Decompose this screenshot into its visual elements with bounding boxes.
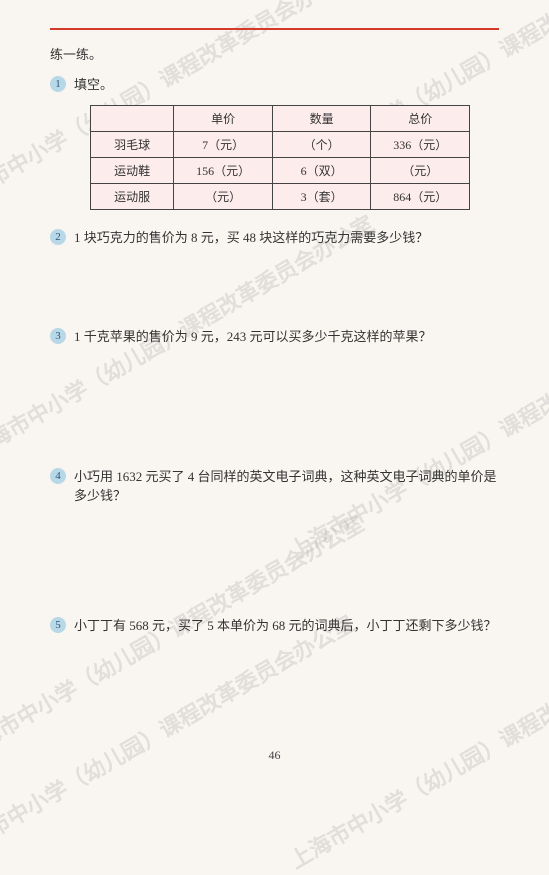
question-number: 1 — [50, 76, 66, 92]
question-text: 小丁丁有 568 元，买了 5 本单价为 68 元的词典后，小丁丁还剩下多少钱？ — [74, 616, 497, 636]
question-2: 2 1 块巧克力的售价为 8 元，买 48 块这样的巧克力需要多少钱？ — [50, 228, 499, 248]
question-text: 小巧用 1632 元买了 4 台同样的英文电子词典，这种英文电子词典的单价是多少… — [74, 467, 499, 506]
section-title: 练一练。 — [50, 44, 499, 63]
table-cell-total: 336（元） — [371, 131, 470, 157]
table-header-quantity: 数量 — [272, 105, 371, 131]
question-1: 1 填空。 — [50, 75, 499, 95]
page-content: 练一练。 1 填空。 单价 数量 总价 羽毛球 7（元） （个） 336（元） … — [0, 0, 549, 665]
top-rule — [50, 28, 499, 30]
question-number: 4 — [50, 468, 66, 484]
question-text: 1 千克苹果的售价为 9 元，243 元可以买多少千克这样的苹果？ — [74, 327, 432, 347]
fill-table: 单价 数量 总价 羽毛球 7（元） （个） 336（元） 运动鞋 156（元） … — [90, 105, 470, 210]
table-row: 运动服 （元） 3（套） 864（元） — [91, 183, 470, 209]
table-header-blank — [91, 105, 174, 131]
table-header-row: 单价 数量 总价 — [91, 105, 470, 131]
question-4: 4 小巧用 1632 元买了 4 台同样的英文电子词典，这种英文电子词典的单价是… — [50, 467, 499, 506]
table-cell-label: 运动鞋 — [91, 157, 174, 183]
table-row: 羽毛球 7（元） （个） 336（元） — [91, 131, 470, 157]
answer-space — [50, 357, 499, 467]
table-cell-label: 羽毛球 — [91, 131, 174, 157]
question-number: 5 — [50, 617, 66, 633]
table-row: 运动鞋 156（元） 6（双） （元） — [91, 157, 470, 183]
table-cell-total: 864（元） — [371, 183, 470, 209]
table-cell-quantity: 3（套） — [272, 183, 371, 209]
question-text: 填空。 — [74, 75, 113, 95]
table-cell-unitprice: （元） — [174, 183, 273, 209]
question-number: 2 — [50, 229, 66, 245]
table-cell-unitprice: 7（元） — [174, 131, 273, 157]
table-cell-label: 运动服 — [91, 183, 174, 209]
question-text: 1 块巧克力的售价为 8 元，买 48 块这样的巧克力需要多少钱？ — [74, 228, 428, 248]
table-cell-total: （元） — [371, 157, 470, 183]
table-header-unitprice: 单价 — [174, 105, 273, 131]
answer-space — [50, 516, 499, 616]
table-header-total: 总价 — [371, 105, 470, 131]
table-cell-quantity: （个） — [272, 131, 371, 157]
table-cell-quantity: 6（双） — [272, 157, 371, 183]
question-5: 5 小丁丁有 568 元，买了 5 本单价为 68 元的词典后，小丁丁还剩下多少… — [50, 616, 499, 636]
answer-space — [50, 257, 499, 327]
question-number: 3 — [50, 328, 66, 344]
question-3: 3 1 千克苹果的售价为 9 元，243 元可以买多少千克这样的苹果？ — [50, 327, 499, 347]
page-number: 46 — [0, 748, 549, 763]
table-cell-unitprice: 156（元） — [174, 157, 273, 183]
